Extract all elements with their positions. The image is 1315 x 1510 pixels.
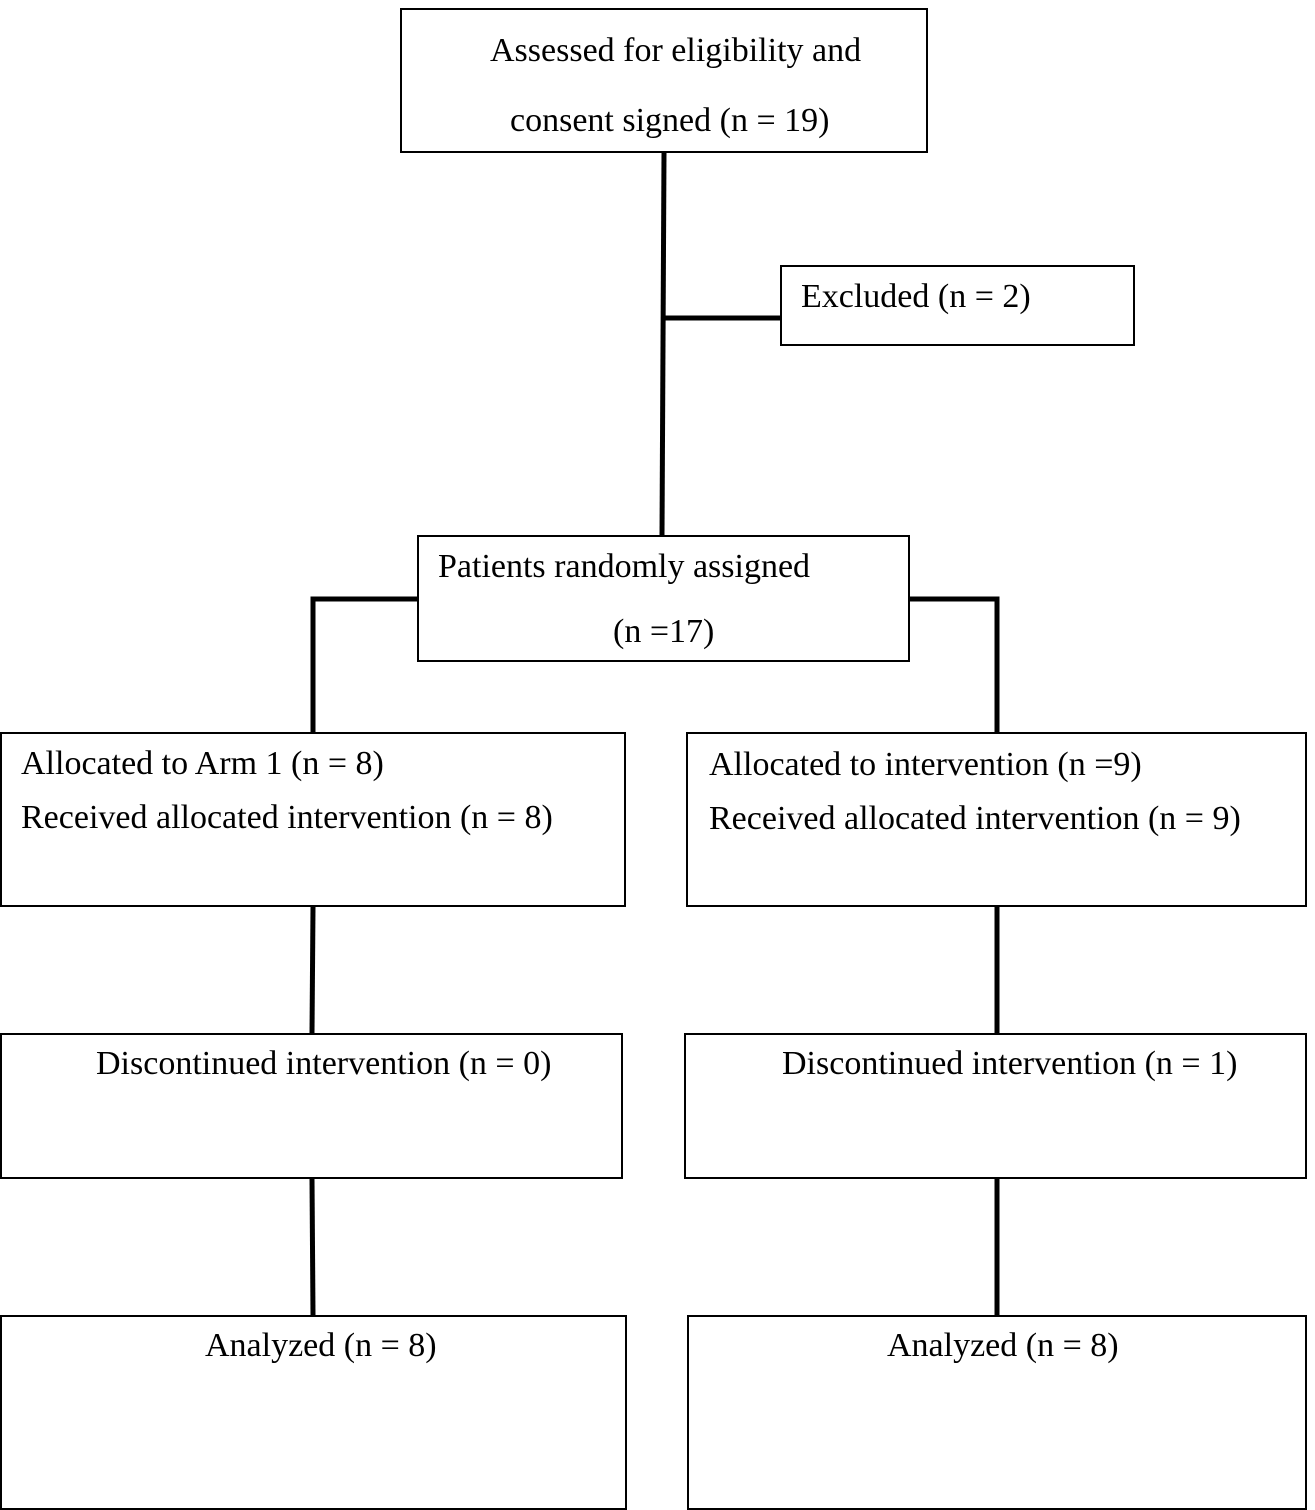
left-arm-allocation-box: Allocated to Arm 1 (n = 8) Received allo… (0, 732, 626, 907)
right-arm-discontinued-box: Discontinued intervention (n = 1) (684, 1033, 1307, 1179)
right-arm-analyzed-box: Analyzed (n = 8) (687, 1315, 1307, 1510)
randomized-line-1: Patients randomly assigned (438, 548, 811, 585)
excluded-box: Excluded (n = 2) (780, 265, 1135, 346)
connector-assessed-to-randomized (659, 152, 667, 536)
excluded-label: Excluded (n = 2) (801, 278, 1031, 315)
left-arm-allocated-label: Allocated to Arm 1 (n = 8) (21, 745, 384, 782)
left-arm-received-label: Received allocated intervention (n = 8) (21, 799, 553, 836)
connector-randomized-to-left-arm (310, 596, 417, 732)
assessed-line-1: Assessed for eligibility and (490, 32, 862, 69)
right-arm-allocation-box: Allocated to intervention (n =9) Receive… (686, 732, 1307, 907)
left-arm-discontinued-box: Discontinued intervention (n = 0) (0, 1033, 623, 1179)
assessed-box: Assessed for eligibility and consent sig… (400, 8, 928, 153)
left-arm-discontinued-label: Discontinued intervention (n = 0) (96, 1045, 552, 1082)
right-arm-discontinued-label: Discontinued intervention (n = 1) (782, 1045, 1238, 1082)
left-arm-analyzed-box: Analyzed (n = 8) (0, 1315, 627, 1510)
randomized-box: Patients randomly assigned (n =17) (417, 535, 910, 662)
right-arm-received-label: Received allocated intervention (n = 9) (709, 800, 1241, 837)
right-arm-allocated-label: Allocated to intervention (n =9) (709, 746, 1142, 783)
connector-left-alloc-to-disc (309, 906, 316, 1034)
connector-left-disc-to-analyzed (309, 1178, 316, 1316)
right-arm-analyzed-label: Analyzed (n = 8) (887, 1327, 1119, 1364)
randomized-line-2: (n =17) (613, 613, 715, 650)
left-arm-analyzed-label: Analyzed (n = 8) (205, 1327, 437, 1364)
assessed-line-2: consent signed (n = 19) (510, 102, 830, 139)
connector-randomized-to-right-arm (910, 596, 1000, 732)
